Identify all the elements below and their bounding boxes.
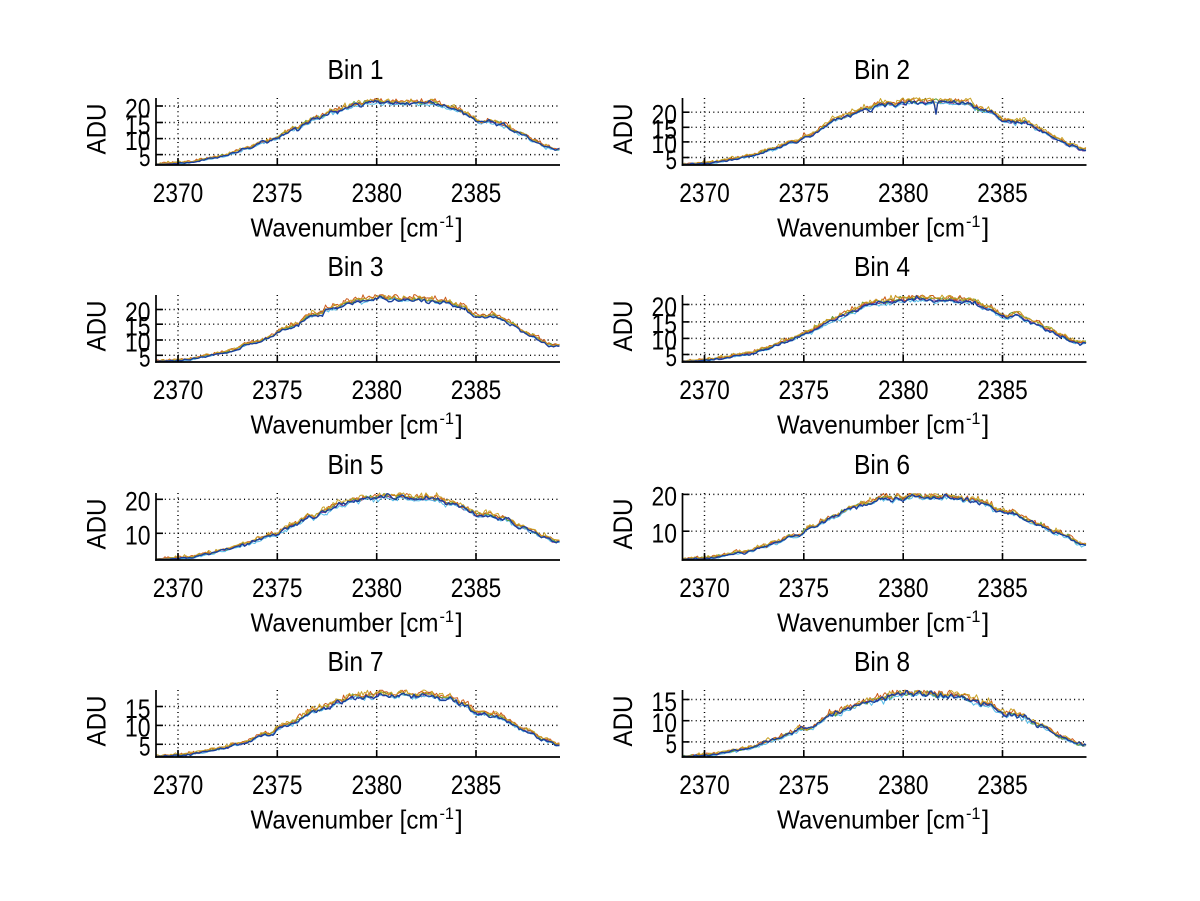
svg-text:Bin 2: Bin 2 — [854, 54, 910, 85]
svg-text:2385: 2385 — [977, 573, 1028, 603]
svg-text:2375: 2375 — [779, 375, 830, 405]
svg-text:Bin 5: Bin 5 — [328, 449, 384, 480]
svg-text:2380: 2380 — [351, 770, 402, 800]
svg-text:Bin 6: Bin 6 — [854, 449, 910, 480]
svg-text:ADU: ADU — [608, 301, 638, 352]
svg-text:]: ] — [982, 608, 989, 638]
svg-text:2370: 2370 — [153, 573, 204, 603]
svg-text:Wavenumber [cm: Wavenumber [cm — [777, 410, 965, 440]
svg-text:2370: 2370 — [153, 178, 204, 208]
svg-text:5: 5 — [666, 729, 678, 759]
svg-text:2370: 2370 — [679, 178, 730, 208]
svg-text:2370: 2370 — [153, 375, 204, 405]
svg-text:2380: 2380 — [351, 178, 402, 208]
svg-text:5: 5 — [139, 343, 151, 373]
svg-text:-1: -1 — [966, 805, 981, 823]
svg-text:-1: -1 — [440, 213, 455, 231]
svg-text:2375: 2375 — [779, 178, 830, 208]
svg-text:Wavenumber [cm: Wavenumber [cm — [777, 805, 965, 835]
svg-text:10: 10 — [125, 126, 151, 156]
svg-text:]: ] — [456, 805, 463, 835]
svg-text:15: 15 — [125, 110, 151, 140]
svg-text:2375: 2375 — [779, 770, 830, 800]
svg-text:ADU: ADU — [82, 301, 112, 352]
svg-text:]: ] — [982, 805, 989, 835]
svg-text:10: 10 — [125, 713, 151, 743]
svg-text:2380: 2380 — [878, 573, 929, 603]
svg-text:2370: 2370 — [153, 770, 204, 800]
svg-text:20: 20 — [125, 93, 151, 123]
svg-text:2370: 2370 — [679, 573, 730, 603]
svg-text:ADU: ADU — [82, 499, 112, 550]
svg-text:2380: 2380 — [351, 573, 402, 603]
svg-text:-1: -1 — [440, 608, 455, 626]
svg-text:5: 5 — [666, 342, 678, 372]
svg-text:]: ] — [456, 213, 463, 243]
svg-text:Bin 3: Bin 3 — [328, 251, 384, 282]
svg-text:]: ] — [456, 410, 463, 440]
svg-text:5: 5 — [139, 732, 151, 762]
svg-text:ADU: ADU — [608, 104, 638, 155]
svg-text:15: 15 — [125, 312, 151, 342]
svg-text:]: ] — [456, 608, 463, 638]
svg-text:ADU: ADU — [608, 499, 638, 550]
svg-text:10: 10 — [652, 519, 678, 549]
svg-text:20: 20 — [125, 487, 151, 517]
svg-text:2385: 2385 — [451, 573, 502, 603]
svg-text:2380: 2380 — [878, 178, 929, 208]
svg-text:2380: 2380 — [878, 770, 929, 800]
svg-text:2385: 2385 — [451, 375, 502, 405]
svg-text:Wavenumber [cm: Wavenumber [cm — [251, 410, 439, 440]
svg-text:-1: -1 — [440, 805, 455, 823]
svg-text:Wavenumber [cm: Wavenumber [cm — [777, 608, 965, 638]
svg-text:10: 10 — [125, 327, 151, 357]
svg-text:Wavenumber [cm: Wavenumber [cm — [251, 213, 439, 243]
svg-text:2380: 2380 — [351, 375, 402, 405]
svg-text:2375: 2375 — [779, 573, 830, 603]
svg-text:20: 20 — [125, 297, 151, 327]
svg-text:15: 15 — [652, 115, 678, 145]
svg-text:2375: 2375 — [252, 375, 303, 405]
svg-text:Wavenumber [cm: Wavenumber [cm — [251, 805, 439, 835]
svg-text:-1: -1 — [966, 213, 981, 231]
svg-text:Wavenumber [cm: Wavenumber [cm — [251, 608, 439, 638]
svg-text:2375: 2375 — [252, 178, 303, 208]
svg-text:-1: -1 — [966, 608, 981, 626]
svg-text:2385: 2385 — [977, 178, 1028, 208]
svg-text:Bin 7: Bin 7 — [328, 646, 384, 677]
svg-text:15: 15 — [652, 309, 678, 339]
svg-text:2385: 2385 — [977, 375, 1028, 405]
svg-text:20: 20 — [652, 100, 678, 130]
svg-text:2375: 2375 — [252, 573, 303, 603]
svg-text:20: 20 — [652, 482, 678, 512]
svg-text:]: ] — [982, 213, 989, 243]
svg-text:5: 5 — [666, 145, 678, 175]
svg-text:Bin 8: Bin 8 — [854, 646, 910, 677]
svg-text:5: 5 — [139, 142, 151, 172]
svg-text:ADU: ADU — [608, 696, 638, 747]
svg-text:Bin 4: Bin 4 — [854, 251, 910, 282]
svg-text:Wavenumber [cm: Wavenumber [cm — [777, 213, 965, 243]
svg-text:ADU: ADU — [82, 104, 112, 155]
svg-text:10: 10 — [652, 708, 678, 738]
svg-text:Bin 1: Bin 1 — [328, 54, 384, 85]
svg-text:2370: 2370 — [679, 375, 730, 405]
svg-text:10: 10 — [652, 326, 678, 356]
svg-text:2385: 2385 — [451, 178, 502, 208]
svg-text:15: 15 — [652, 687, 678, 717]
svg-text:20: 20 — [652, 292, 678, 322]
svg-text:-1: -1 — [440, 410, 455, 428]
svg-text:2370: 2370 — [679, 770, 730, 800]
svg-text:2375: 2375 — [252, 770, 303, 800]
svg-text:2385: 2385 — [977, 770, 1028, 800]
svg-text:]: ] — [982, 410, 989, 440]
svg-text:-1: -1 — [966, 410, 981, 428]
svg-text:2385: 2385 — [451, 770, 502, 800]
svg-text:10: 10 — [652, 129, 678, 159]
svg-text:ADU: ADU — [82, 696, 112, 747]
svg-text:10: 10 — [125, 521, 151, 551]
svg-text:2380: 2380 — [878, 375, 929, 405]
svg-text:15: 15 — [125, 694, 151, 724]
